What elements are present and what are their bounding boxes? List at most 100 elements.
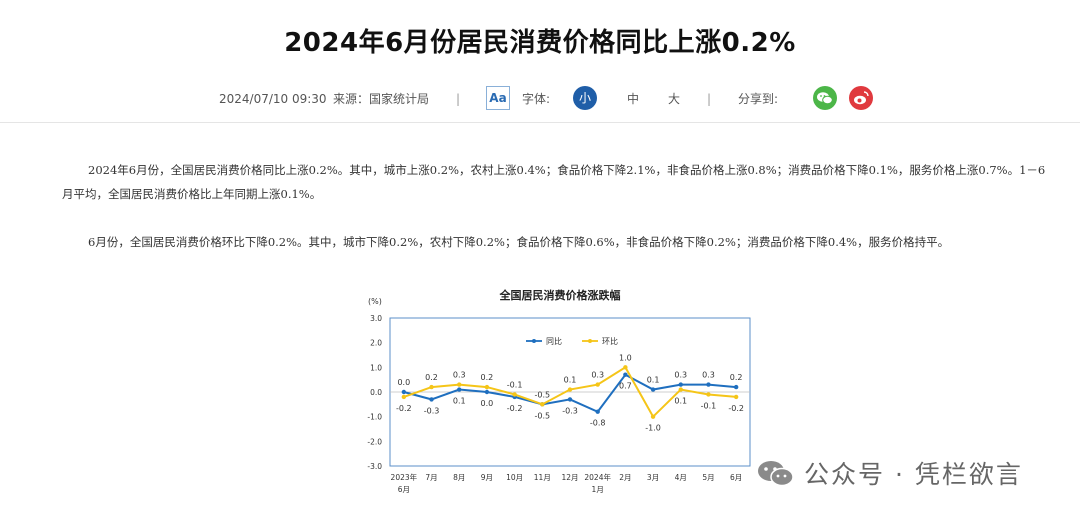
x-tick-label: 8月: [453, 473, 465, 482]
data-label: -0.1: [701, 401, 717, 410]
data-label: 0.0: [481, 399, 494, 408]
data-label: 0.1: [647, 376, 660, 385]
wechat-share-button[interactable]: [813, 86, 837, 110]
data-label: 0.1: [674, 397, 687, 406]
data-point: [678, 382, 683, 387]
article-meta-bar: 2024/07/10 09:30 来源：国家统计局 | Aa 字体: 小 中 大…: [0, 86, 1080, 112]
cpi-chart-svg: 全国居民消费价格涨跌幅 (%) 3.0 2.0 1.0 0.0 -1.0 -2.0 -3.0 20…: [367, 288, 751, 494]
data-label: -0.5: [535, 411, 551, 420]
font-size-large-button[interactable]: 大: [668, 92, 681, 106]
data-label: -0.2: [507, 404, 523, 413]
watermark-text: 公众号 · 凭栏欲言: [804, 460, 1023, 489]
weibo-share-button[interactable]: [849, 86, 873, 110]
font-size-label: 字体:: [522, 92, 551, 106]
x-tick-label: 12月: [561, 473, 578, 482]
font-size-small-button[interactable]: 小: [573, 86, 597, 110]
y-tick-label: 3.0: [370, 314, 382, 323]
legend-label: 环比: [602, 336, 618, 346]
data-label: -0.3: [424, 406, 440, 415]
x-tick-label: 4月: [675, 473, 687, 482]
x-tick-label: 5月: [702, 473, 714, 482]
data-label: -0.1: [507, 380, 523, 389]
data-label: 0.2: [425, 373, 438, 382]
data-label: 0.2: [481, 373, 494, 382]
x-tick-label: 10月: [506, 473, 523, 482]
data-point: [595, 382, 600, 387]
meta-separator: |: [707, 92, 712, 106]
x-tick-label: 6月: [730, 473, 742, 482]
data-label: -0.3: [562, 406, 578, 415]
data-point: [595, 409, 600, 414]
source-label: 来源：国家统计局: [333, 92, 430, 106]
data-point: [484, 384, 490, 390]
data-point: [429, 397, 434, 402]
article-title: 2024年6月份居民消费价格同比上涨0.2%: [284, 28, 796, 58]
meta-separator: |: [456, 92, 461, 106]
data-label: 0.7: [619, 382, 632, 391]
y-tick-label: -3.0: [367, 462, 382, 471]
weibo-icon: [854, 91, 869, 105]
legend-label: 同比: [546, 336, 562, 346]
article-paragraph: 2024年6月份，全国居民消费价格同比上涨0.2%。其中，城市上涨0.2%，农村…: [62, 163, 1046, 201]
font-size-icon[interactable]: Aa: [486, 86, 510, 110]
y-axis-unit: (%): [368, 297, 382, 306]
data-label: -0.8: [590, 419, 606, 428]
x-tick-label: 11月: [534, 473, 551, 482]
wechat-logo-icon: [758, 461, 794, 487]
x-tick-label: 9月: [481, 473, 493, 482]
data-point: [484, 389, 490, 395]
data-point: [401, 389, 407, 395]
data-point: [623, 365, 628, 370]
data-point: [567, 387, 573, 392]
header-divider: [0, 122, 1080, 123]
data-point: [678, 387, 683, 392]
data-point: [733, 394, 739, 400]
x-tick-label: 3月: [647, 473, 659, 482]
x-tick-label: 2024年: [584, 472, 611, 482]
data-point: [512, 392, 517, 397]
data-point: [457, 387, 462, 392]
data-label: 0.1: [453, 397, 466, 406]
wechat-icon: [817, 92, 833, 105]
data-label: 0.1: [564, 376, 577, 385]
data-label: -0.2: [396, 404, 412, 413]
y-tick-label: 1.0: [370, 363, 382, 372]
legend-marker: [588, 339, 592, 343]
y-tick-label: -2.0: [367, 437, 382, 446]
data-point: [457, 382, 462, 387]
data-point: [401, 394, 407, 400]
font-size-medium-button[interactable]: 中: [627, 92, 640, 106]
chart-title: 全国居民消费价格涨跌幅: [499, 288, 621, 302]
data-point: [706, 392, 711, 397]
data-label: 0.0: [397, 378, 410, 387]
data-label: 0.2: [730, 373, 743, 382]
data-label: 0.3: [702, 371, 715, 380]
data-label: 0.3: [591, 371, 604, 380]
data-point: [623, 372, 628, 377]
data-label: -0.2: [728, 404, 744, 413]
article-paragraph: 6月份，全国居民消费价格环比下降0.2%。其中，城市下降0.2%，农村下降0.2…: [88, 235, 950, 249]
x-tick-label: 1月: [592, 485, 604, 494]
watermark: 公众号 · 凭栏欲言: [756, 455, 1023, 491]
data-point: [706, 382, 711, 387]
data-label: 0.3: [674, 371, 687, 380]
data-label: 0.3: [453, 371, 466, 380]
y-tick-label: -1.0: [367, 413, 382, 422]
x-tick-label: 6月: [398, 485, 410, 494]
x-tick-label: 7月: [425, 473, 437, 482]
publish-date: 2024/07/10 09:30: [219, 92, 327, 106]
data-point: [540, 402, 545, 407]
data-point: [650, 387, 656, 392]
share-label: 分享到:: [738, 92, 779, 106]
cpi-chart: 全国居民消费价格涨跌幅 (%) 3.0 2.0 1.0 0.0 -1.0 -2.0 -3.0 20…: [360, 280, 770, 518]
x-tick-label: 2023年: [391, 472, 418, 482]
data-label: -0.5: [535, 390, 551, 399]
data-point: [567, 397, 573, 402]
data-point: [429, 384, 434, 390]
data-point: [733, 384, 739, 390]
data-point: [650, 414, 656, 419]
y-tick-label: 2.0: [370, 339, 382, 348]
data-label: 1.0: [619, 353, 632, 362]
legend-marker: [532, 339, 536, 343]
x-tick-label: 2月: [619, 473, 631, 482]
